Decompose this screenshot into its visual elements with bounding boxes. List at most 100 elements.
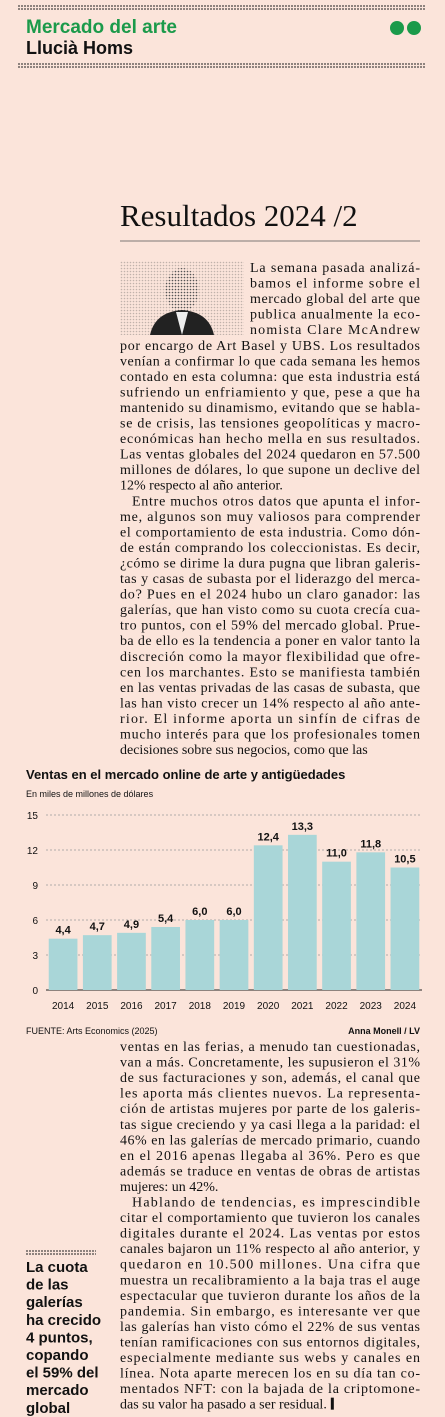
body-line: pandemia. Sin embargo, es interesante ve…	[120, 1304, 420, 1319]
body-line: decisiones sobre sus negocios, como que …	[120, 743, 368, 758]
body-line: millones de dólares, lo que supone un de…	[120, 463, 420, 478]
body-line: muestra un recalibramiento a la baja tra…	[120, 1273, 420, 1288]
pull-quote-line: de las	[26, 1277, 69, 1294]
body-line: galerías, que han visto como su cuota cr…	[120, 603, 420, 618]
bar	[390, 867, 420, 990]
y-tick-label: 6	[32, 916, 38, 927]
body-line: mucho interés para que los profesionales…	[120, 728, 420, 743]
value-label: 6,0	[192, 906, 207, 918]
bar	[219, 920, 249, 990]
body-line: Entre muchos otros datos que apunta el i…	[132, 494, 420, 509]
body-line: das su valor ha pasado a ser residual.	[120, 1398, 327, 1413]
body-line: 12% respecto al año anterior.	[120, 479, 283, 494]
body-line: mercado global del arte que	[250, 292, 420, 307]
body-line: de están comprando los coleccionistas. E…	[120, 541, 420, 556]
body-line: en las ventas privadas de las casas de s…	[120, 681, 420, 696]
logo-dot	[407, 21, 421, 35]
body-line: las han visto crecer un 14% respecto al …	[120, 696, 420, 711]
body-line: bamos el informe sobre el	[250, 277, 420, 292]
body-line: ción de artistas mujeres por parte de lo…	[120, 1102, 420, 1117]
y-tick-label: 9	[32, 881, 38, 892]
body-line: tas y casas de subasta por el liderazgo …	[120, 572, 420, 587]
y-tick-label: 12	[27, 846, 39, 857]
value-label: 4,9	[124, 919, 139, 931]
value-label: 4,4	[55, 925, 71, 937]
pull-quote-line: 4 puntos,	[26, 1329, 93, 1346]
author-photo	[120, 261, 244, 335]
x-tick-label: 2016	[120, 1001, 143, 1012]
bar	[288, 834, 317, 990]
value-label: 13,3	[292, 821, 313, 833]
body-line: canales bajaron un 11% respecto al año a…	[120, 1242, 420, 1257]
body-line: económicas han hecho mella en sus result…	[120, 432, 420, 447]
body-line: publica anualmente la eco-	[250, 308, 420, 323]
body-line: mentados NFT: con la bajada de la cripto…	[120, 1382, 420, 1397]
bar	[322, 861, 351, 990]
author: Llucià Homs	[26, 38, 133, 58]
x-tick-label: 2023	[360, 1001, 383, 1012]
body-line: van a más. Concretamente, les supusieron…	[120, 1056, 420, 1071]
body-line: cen los marchantes. Esto se manifiesta t…	[120, 665, 420, 680]
pull-quote-line: global	[26, 1400, 70, 1417]
body-line: ¿cómo se dirime la dura pugna que libran…	[120, 556, 420, 571]
end-mark	[330, 1397, 334, 1410]
x-tick-label: 2020	[257, 1001, 280, 1012]
bar	[151, 927, 180, 990]
chart-subtitle: En miles de millones de dólares	[26, 789, 154, 799]
body-line: de sus facturaciones y son, además, el c…	[120, 1071, 420, 1086]
body-line: por encargo de Art Basel y UBS. Los resu…	[120, 339, 420, 354]
value-label: 4,7	[90, 921, 105, 933]
bar	[117, 932, 146, 990]
logo-dot	[390, 21, 404, 35]
x-tick-label: 2022	[325, 1001, 348, 1012]
body-line: ba de ello es la tendencia a poner en va…	[120, 634, 421, 649]
bar	[48, 938, 78, 990]
body-line: tas sigue creciendo y ya casi llega a la…	[120, 1118, 420, 1133]
bar	[185, 920, 215, 990]
value-label: 12,4	[257, 831, 279, 843]
pull-quote-line: La cuota	[26, 1259, 88, 1276]
body-line: tenían ramificaciones con sus entornos d…	[120, 1335, 420, 1350]
body-line: se de crisis, las tensiones geopolíticas…	[120, 417, 420, 432]
section-label: Mercado del arte	[26, 17, 177, 38]
y-tick-label: 15	[27, 811, 39, 822]
chart-credit: Anna Monell / LV	[348, 1026, 420, 1036]
body-line: Hablando de tendencias, es imprescindibl…	[132, 1196, 420, 1211]
value-label: 11,8	[360, 838, 381, 850]
chart-source: FUENTE: Arts Economics (2025)	[26, 1026, 158, 1036]
body-line: sufriendo un enfriamiento y que, pese a …	[120, 385, 421, 400]
body-line: tro puntos, con el 59% del mercado globa…	[120, 619, 420, 634]
value-label: 11,0	[326, 848, 347, 860]
pull-quote-line: mercado	[26, 1382, 89, 1399]
body-line: las galerías han visto cómo el 22% de su…	[120, 1320, 420, 1335]
body-line: venían a confirmar lo que cada semana le…	[120, 354, 420, 369]
article-title: Resultados 2024 /2	[120, 198, 358, 233]
x-tick-label: 2024	[394, 1001, 417, 1012]
body-line: mujeres: un 42%.	[120, 1180, 218, 1195]
bar	[82, 935, 112, 990]
x-tick-label: 2021	[291, 1001, 314, 1012]
body-line: do? Pues en el 2024 hubo un claro ganado…	[120, 588, 420, 603]
body-line: mantenido su dinamismo, evitando que se …	[120, 401, 420, 416]
x-tick-label: 2015	[86, 1001, 109, 1012]
body-line: línea. Nota aparte merecen los en su día…	[120, 1367, 420, 1382]
value-label: 5,4	[158, 913, 174, 925]
x-tick-label: 2014	[52, 1001, 75, 1012]
pull-quote-line: ha crecido	[26, 1312, 101, 1329]
body-line: especialmente mediante sus webs y canale…	[120, 1351, 420, 1366]
body-line: les aporta más clientes nuevos. La repre…	[120, 1087, 420, 1102]
body-line: rior. El informe aporta un sinfín de cif…	[120, 712, 420, 727]
body-line: además se traduce en ventas de obras de …	[120, 1164, 420, 1179]
value-label: 10,5	[394, 854, 415, 866]
pull-quote-line: el 59% del	[26, 1365, 99, 1382]
body-line: contado en esta columna: que esta indust…	[120, 370, 421, 385]
body-line: discreción como la mayor flexibilidad qu…	[120, 650, 420, 665]
x-tick-label: 2018	[189, 1001, 212, 1012]
y-tick-label: 0	[32, 986, 38, 997]
bar	[356, 852, 386, 990]
body-line: La semana pasada analizá-	[250, 261, 420, 276]
x-tick-label: 2017	[155, 1001, 178, 1012]
body-line: en el 2016 apenas llegaba al 36%. Pero e…	[120, 1149, 420, 1164]
